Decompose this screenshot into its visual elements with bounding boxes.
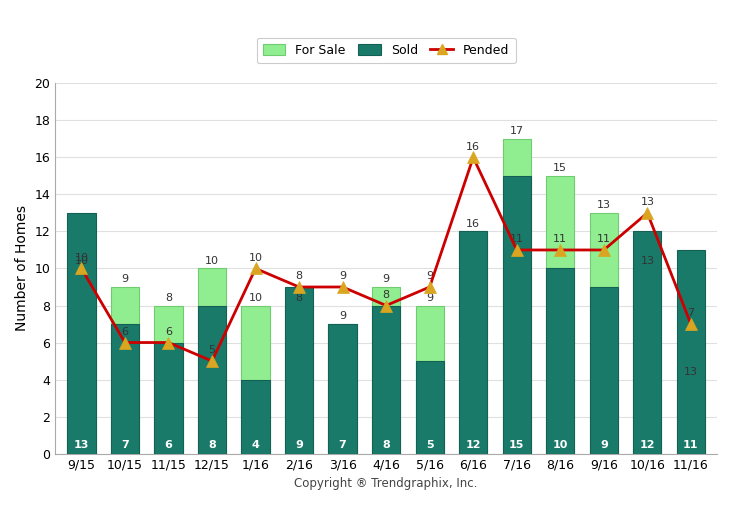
Text: 9: 9 [600, 440, 608, 450]
Bar [154, 306, 182, 453]
Bar [242, 306, 269, 453]
Bar [676, 380, 705, 453]
Text: 11: 11 [683, 440, 698, 450]
Text: 9: 9 [339, 272, 346, 281]
Text: 13: 13 [640, 197, 654, 208]
Text: 13: 13 [640, 256, 654, 266]
Bar [111, 324, 139, 453]
Text: 12: 12 [466, 440, 481, 450]
Text: 9: 9 [426, 293, 433, 302]
Bar [459, 231, 488, 453]
Text: 8: 8 [165, 293, 172, 302]
Bar [242, 380, 269, 453]
Bar [67, 213, 96, 453]
Text: 17: 17 [509, 126, 524, 136]
Bar [546, 176, 575, 453]
Bar [459, 231, 488, 453]
Legend: For Sale, Sold, Pended: For Sale, Sold, Pended [257, 38, 515, 63]
Text: 5: 5 [209, 345, 215, 356]
X-axis label: Copyright ® Trendgraphix, Inc.: Copyright ® Trendgraphix, Inc. [294, 477, 478, 490]
Text: 10: 10 [553, 440, 568, 450]
Text: 8: 8 [296, 293, 302, 302]
Bar [285, 306, 313, 453]
Bar [372, 287, 400, 453]
Text: 6: 6 [122, 327, 128, 337]
Text: 13: 13 [74, 440, 89, 450]
Text: 8: 8 [383, 290, 389, 300]
Text: 10: 10 [249, 293, 263, 302]
Text: 6: 6 [165, 327, 172, 337]
Bar [503, 139, 531, 453]
Text: 7: 7 [687, 309, 695, 319]
Bar [416, 306, 444, 453]
Bar [111, 287, 139, 453]
Text: 7: 7 [121, 440, 129, 450]
Text: 16: 16 [466, 142, 480, 152]
Text: 9: 9 [295, 440, 303, 450]
Text: 10: 10 [75, 256, 89, 266]
Bar [590, 213, 618, 453]
Bar [329, 324, 356, 453]
Text: 9: 9 [426, 272, 433, 281]
Text: 16: 16 [466, 219, 480, 229]
Text: 9: 9 [339, 311, 346, 321]
Bar [676, 250, 705, 453]
Y-axis label: Number of Homes: Number of Homes [15, 206, 29, 331]
Bar [546, 269, 575, 453]
Text: 9: 9 [383, 274, 389, 284]
Text: 13: 13 [597, 200, 610, 210]
Text: 15: 15 [553, 163, 567, 173]
Text: 7: 7 [339, 440, 346, 450]
Text: 13: 13 [684, 367, 698, 377]
Text: 15: 15 [509, 440, 524, 450]
Text: 4: 4 [252, 440, 259, 450]
Text: 12: 12 [640, 440, 655, 450]
Bar [285, 287, 313, 453]
Text: 11: 11 [597, 234, 610, 244]
Bar [67, 269, 96, 453]
Text: 8: 8 [208, 440, 216, 450]
Bar [198, 269, 226, 453]
Bar [633, 231, 662, 453]
Bar [198, 306, 226, 453]
Bar [154, 342, 182, 453]
Text: 5: 5 [426, 440, 433, 450]
Bar [590, 287, 618, 453]
Text: 11: 11 [553, 234, 567, 244]
Bar [372, 306, 400, 453]
Text: 8: 8 [382, 440, 390, 450]
Text: 10: 10 [75, 253, 89, 263]
Text: 11: 11 [509, 234, 524, 244]
Text: 10: 10 [249, 253, 263, 263]
Text: 9: 9 [122, 274, 129, 284]
Bar [416, 361, 444, 453]
Bar [503, 176, 531, 453]
Bar [329, 324, 356, 453]
Text: 8: 8 [296, 272, 302, 281]
Text: 6: 6 [165, 440, 173, 450]
Bar [633, 269, 662, 453]
Text: 10: 10 [205, 256, 219, 266]
